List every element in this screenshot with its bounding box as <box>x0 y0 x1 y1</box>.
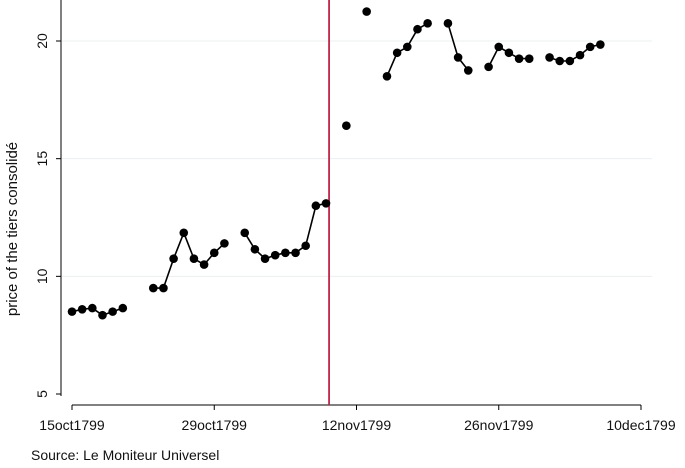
data-point <box>555 56 565 66</box>
y-tick-label: 15 <box>34 151 50 167</box>
data-point <box>585 42 595 52</box>
data-point <box>159 283 168 293</box>
source-note: Source: Le Moniteur Universel <box>31 447 220 463</box>
data-point <box>189 254 199 263</box>
data-point <box>403 42 412 52</box>
data-point <box>209 248 219 258</box>
data-point <box>463 66 473 75</box>
data-point <box>382 72 392 81</box>
y-tick-label: 5 <box>34 390 50 398</box>
data-point <box>281 248 290 258</box>
data-point <box>514 54 524 63</box>
data-point <box>169 254 178 263</box>
data-point <box>504 48 514 58</box>
data-point <box>179 228 189 238</box>
data-point <box>575 50 585 60</box>
data-point <box>342 121 351 131</box>
data-point <box>291 248 300 258</box>
data-point <box>321 199 331 208</box>
x-tick-label: 26nov1799 <box>464 417 534 433</box>
data-point <box>220 239 229 248</box>
x-tick-label: 10dec1799 <box>606 417 676 433</box>
data-point <box>88 303 97 313</box>
data-point <box>392 48 402 58</box>
price-series <box>67 7 605 320</box>
data-point <box>596 40 605 49</box>
data-point <box>240 228 250 238</box>
data-point <box>423 19 432 28</box>
data-point <box>98 310 107 320</box>
data-point <box>311 201 321 211</box>
x-axis: 15oct1799 29oct1799 12nov1799 26nov1799 10de… <box>39 404 676 433</box>
data-point <box>413 24 422 34</box>
data-point <box>362 7 371 16</box>
data-point <box>67 307 77 316</box>
gridlines <box>62 40 652 277</box>
data-point <box>524 54 534 63</box>
data-point <box>118 303 128 313</box>
data-point <box>494 42 504 52</box>
data-point <box>484 62 493 72</box>
data-point <box>545 53 554 62</box>
x-tick-label: 15oct1799 <box>39 417 105 433</box>
data-point <box>270 250 280 260</box>
y-tick-label: 10 <box>34 268 50 284</box>
data-point <box>148 283 158 293</box>
data-point <box>199 260 209 269</box>
data-point <box>301 241 310 251</box>
y-axis: 5 10 15 20 <box>34 0 62 398</box>
y-axis-label: price of the tiers consolidé <box>4 142 21 316</box>
data-point <box>77 304 87 314</box>
x-tick-label: 12nov1799 <box>322 417 392 433</box>
y-tick-label: 20 <box>34 33 50 49</box>
data-point <box>565 56 575 66</box>
data-point <box>108 307 117 316</box>
data-point <box>443 19 453 28</box>
x-tick-label: 29oct1799 <box>182 417 248 433</box>
data-point <box>453 53 463 62</box>
data-point <box>260 254 270 263</box>
data-point <box>250 244 260 254</box>
